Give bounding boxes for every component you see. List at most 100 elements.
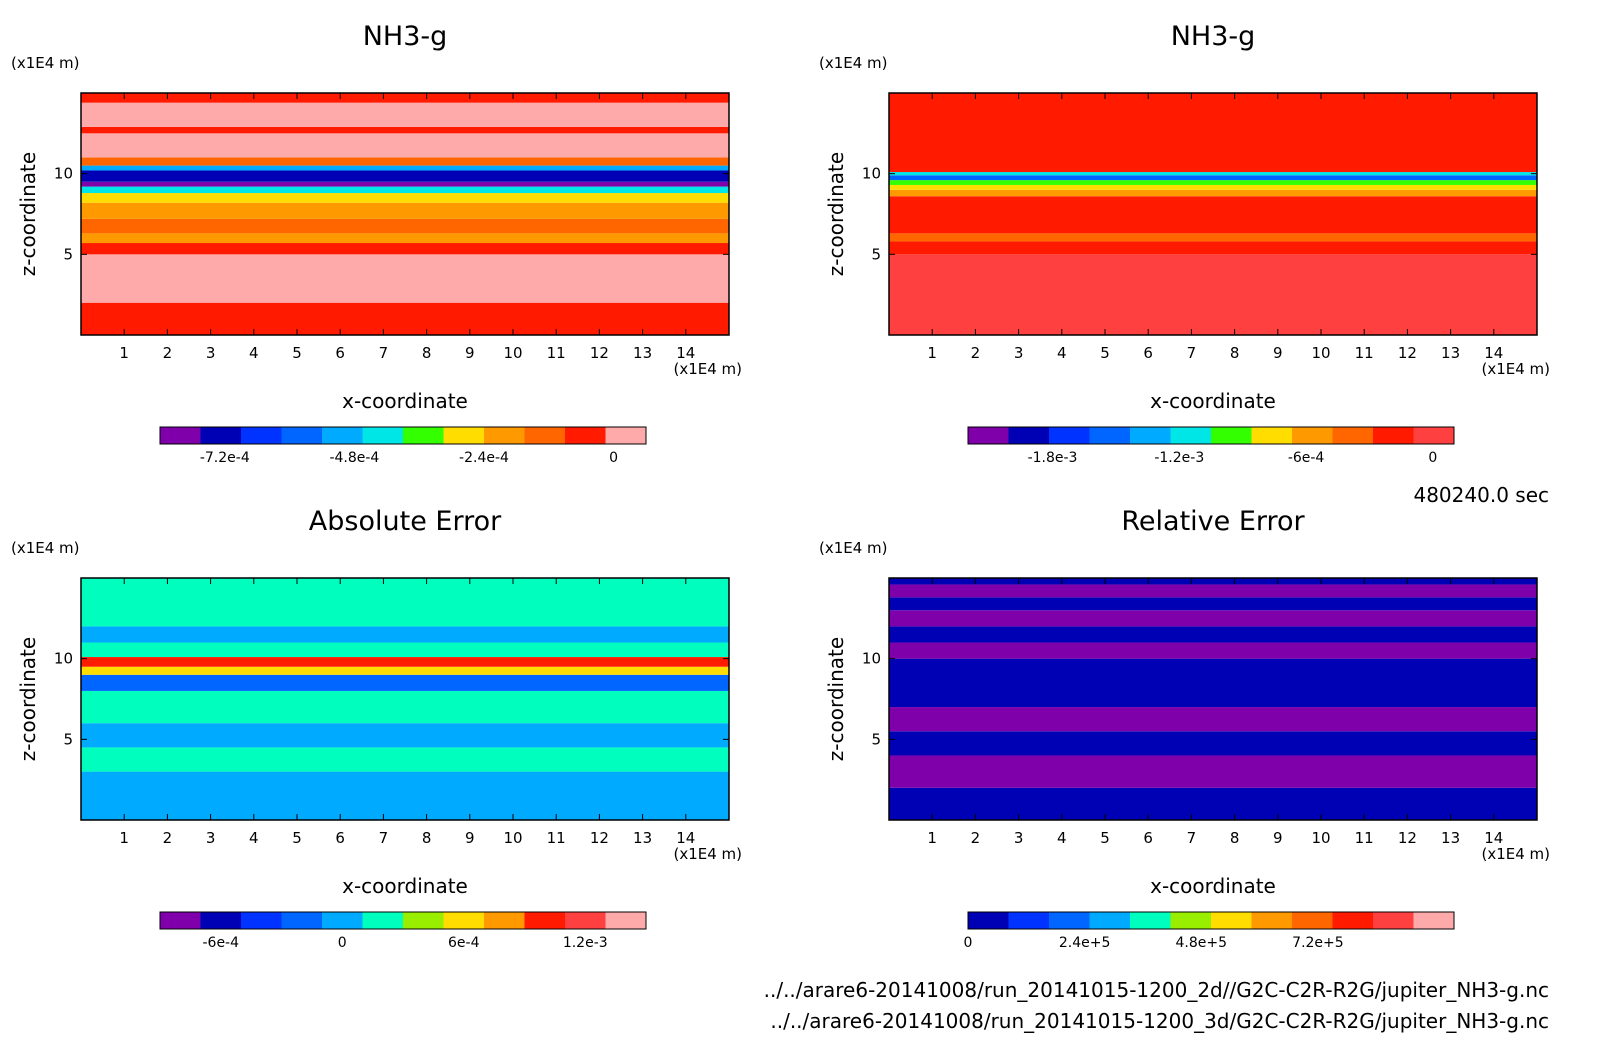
x-axis-label: x-coordinate	[342, 389, 468, 413]
contour-band	[81, 165, 729, 171]
contour-band	[81, 578, 729, 627]
colorbar-swatch	[281, 912, 323, 929]
x-tick-label: 11	[547, 344, 566, 362]
colorbar-swatch	[1251, 912, 1293, 929]
y-tick-label: 5	[63, 245, 73, 263]
colorbar-swatch	[1292, 912, 1333, 929]
x-tick-label: 12	[590, 344, 609, 362]
x-tick-label: 1	[927, 829, 937, 847]
y-tick-label: 5	[871, 730, 881, 748]
contour-band	[889, 707, 1537, 732]
contour-band	[81, 126, 729, 134]
contour-band	[889, 642, 1537, 659]
contour-band	[81, 254, 729, 303]
colorbar-tick-label: -6e-4	[1288, 450, 1325, 466]
x-unit-label: (x1E4 m)	[1481, 845, 1550, 863]
colorbar-swatch	[1049, 912, 1090, 929]
y-tick-label: 10	[54, 165, 73, 183]
x-tick-label: 2	[163, 344, 173, 362]
x-tick-label: 14	[676, 829, 695, 847]
colorbar-swatch	[403, 427, 444, 444]
x-tick-label: 7	[379, 344, 389, 362]
time-label: 480240.0 sec	[1413, 483, 1549, 507]
x-axis-label: x-coordinate	[342, 874, 468, 898]
chart-title: NH3-g	[363, 21, 448, 52]
y-unit-label: (x1E4 m)	[819, 539, 888, 557]
x-tick-label: 1	[927, 344, 937, 362]
x-tick-label: 11	[1355, 344, 1374, 362]
contour-band	[889, 196, 1537, 234]
colorbar-swatch	[362, 427, 404, 444]
colorbar-swatch	[1170, 912, 1212, 929]
x-tick-label: 2	[163, 829, 173, 847]
colorbar-swatch	[1170, 427, 1212, 444]
x-tick-label: 11	[547, 829, 566, 847]
x-axis-label: x-coordinate	[1150, 389, 1276, 413]
chart-panel-4: Relative Error(x1E4 m)1 2 3 4 5 6 7 8 9 10 11 12 13 1…	[819, 506, 1550, 951]
x-tick-label: 6	[1143, 344, 1153, 362]
x-tick-label: 6	[1143, 829, 1153, 847]
y-unit-label: (x1E4 m)	[819, 54, 888, 72]
x-tick-label: 14	[1484, 344, 1503, 362]
contour-band	[81, 690, 729, 724]
x-tick-label: 10	[503, 344, 522, 362]
contour-band	[889, 254, 1537, 335]
colorbar-swatch	[1049, 427, 1090, 444]
colorbar-tick-label: -6e-4	[202, 935, 239, 951]
x-axis-label: x-coordinate	[1150, 874, 1276, 898]
x-tick-label: 12	[1398, 829, 1417, 847]
x-tick-label: 9	[1273, 829, 1283, 847]
colorbar-swatch	[605, 912, 647, 929]
x-tick-label: 4	[249, 829, 259, 847]
x-tick-label: 1	[119, 829, 129, 847]
contour-band	[889, 189, 1537, 197]
contour-band	[889, 610, 1537, 627]
x-tick-label: 3	[1014, 344, 1024, 362]
y-axis-label: z-coordinate	[824, 152, 848, 276]
contour-band	[81, 102, 729, 127]
colorbar-swatch	[200, 427, 242, 444]
colorbar-swatch	[1008, 427, 1050, 444]
contour-band	[889, 241, 1537, 255]
x-unit-label: (x1E4 m)	[673, 845, 742, 863]
y-axis-label: z-coordinate	[16, 637, 40, 761]
colorbar-swatch	[605, 427, 647, 444]
contour-band	[889, 184, 1537, 190]
chart-title: Relative Error	[1121, 506, 1305, 537]
colorbar-tick-label: 0	[338, 935, 347, 951]
y-unit-label: (x1E4 m)	[11, 54, 80, 72]
contour-band	[81, 133, 729, 158]
x-tick-label: 7	[1187, 344, 1197, 362]
x-tick-label: 2	[971, 829, 981, 847]
x-tick-label: 7	[1187, 829, 1197, 847]
x-tick-label: 4	[1057, 344, 1067, 362]
plot-frame	[888, 577, 1538, 821]
colorbar-swatch	[1292, 427, 1333, 444]
chart-panel-3: Absolute Error(x1E4 m)1 2 3 4 5 6 7 8 9 10 11 12 13 1…	[11, 506, 742, 951]
colorbar-tick-label: -1.2e-3	[1154, 450, 1204, 466]
colorbar-swatch	[1008, 912, 1050, 929]
colorbar-swatch	[1251, 427, 1293, 444]
x-tick-label: 13	[1441, 344, 1460, 362]
colorbar-frame	[159, 426, 647, 445]
x-tick-label: 14	[676, 344, 695, 362]
colorbar-swatch	[565, 912, 606, 929]
colorbar-swatch	[524, 912, 566, 929]
colorbar-swatch	[1332, 912, 1374, 929]
contour-band	[81, 723, 729, 748]
x-unit-label: (x1E4 m)	[673, 360, 742, 378]
x-tick-label: 9	[465, 829, 475, 847]
x-tick-label: 8	[1230, 344, 1240, 362]
x-tick-label: 5	[292, 344, 302, 362]
colorbar-tick-label: 2.4e+5	[1059, 935, 1111, 951]
colorbar-swatch	[362, 912, 404, 929]
colorbar-tick-label: 0	[1428, 450, 1437, 466]
contour-band	[81, 642, 729, 658]
chart-title: Absolute Error	[309, 506, 502, 537]
contour-band	[81, 233, 729, 244]
contour-band	[889, 175, 1537, 181]
x-tick-label: 6	[335, 344, 345, 362]
x-tick-label: 8	[422, 344, 432, 362]
colorbar-swatch	[403, 912, 444, 929]
contour-band	[81, 186, 729, 194]
